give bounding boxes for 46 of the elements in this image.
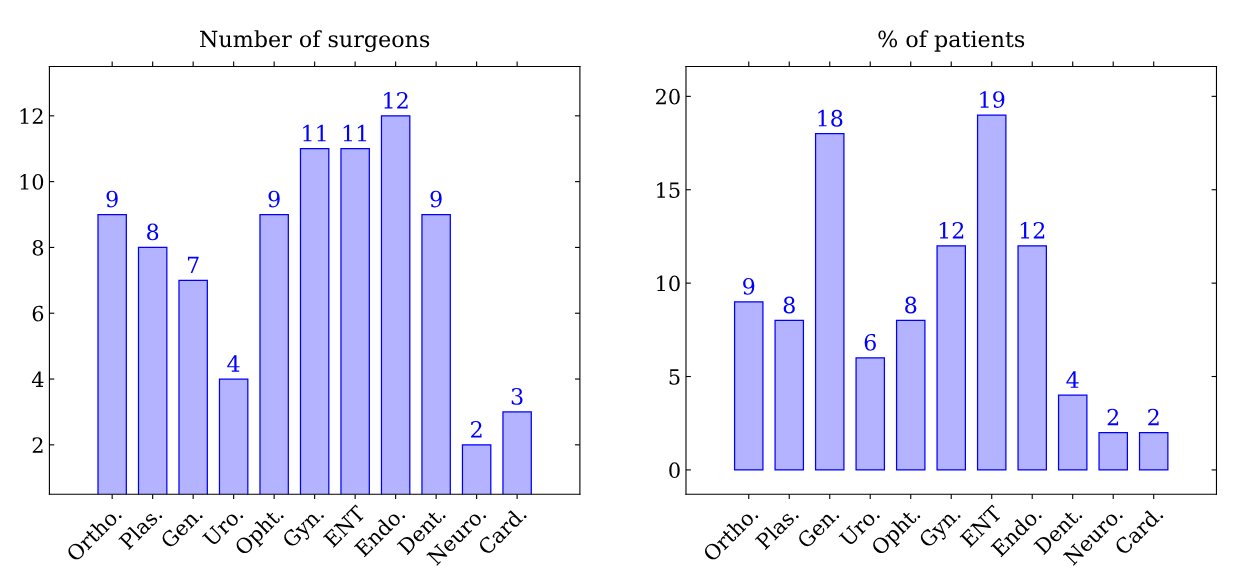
data-label: 19: [980, 91, 1005, 108]
y-tick-label: 20: [656, 88, 680, 105]
y-tick-label: 0: [669, 462, 680, 479]
data-label: 2: [1107, 408, 1119, 426]
data-label: 8: [147, 223, 159, 241]
data-label: 2: [471, 420, 482, 438]
y-tick-label: 15: [657, 182, 680, 198]
data-label: 4: [1066, 371, 1079, 388]
bar: [814, 133, 845, 471]
y-tick-label: 10: [657, 275, 680, 292]
data-label: 11: [343, 124, 367, 142]
data-label: 9: [430, 190, 442, 208]
y-tick-label: 6: [32, 305, 44, 322]
y-tick-label: 8: [32, 239, 44, 256]
chart-title: % of patients: [878, 30, 1025, 52]
chart-title: Number of surgeons: [200, 30, 430, 52]
bar: [1098, 431, 1129, 471]
data-label: 9: [268, 190, 280, 208]
y-tick-label: 5: [669, 369, 680, 385]
bar: [1057, 394, 1088, 471]
data-label: 11: [303, 124, 326, 142]
data-label: 8: [783, 296, 795, 314]
y-tick-label: 10: [20, 174, 44, 190]
bar: [1017, 245, 1048, 471]
y-tick-label: 12: [20, 108, 43, 124]
data-label: 9: [743, 277, 755, 295]
data-label: 3: [511, 388, 523, 405]
data-label: 2: [1148, 408, 1159, 426]
data-label: 6: [864, 333, 876, 351]
data-label: 4: [227, 355, 240, 372]
y-tick-label: 4: [31, 371, 44, 387]
y-tick-label: 2: [32, 437, 43, 453]
data-label: 8: [905, 296, 917, 314]
bar: [976, 114, 1007, 471]
bar: [774, 319, 805, 471]
bar: [1138, 431, 1169, 471]
bar: [733, 301, 764, 471]
bar: [936, 245, 967, 471]
data-label: 7: [187, 256, 199, 273]
data-label: 18: [818, 109, 843, 127]
data-label: 12: [384, 91, 408, 109]
bar: [855, 357, 886, 471]
bar: [895, 319, 926, 471]
data-label: 9: [106, 190, 118, 208]
data-label: 12: [1020, 221, 1045, 239]
data-label: 12: [939, 221, 964, 239]
